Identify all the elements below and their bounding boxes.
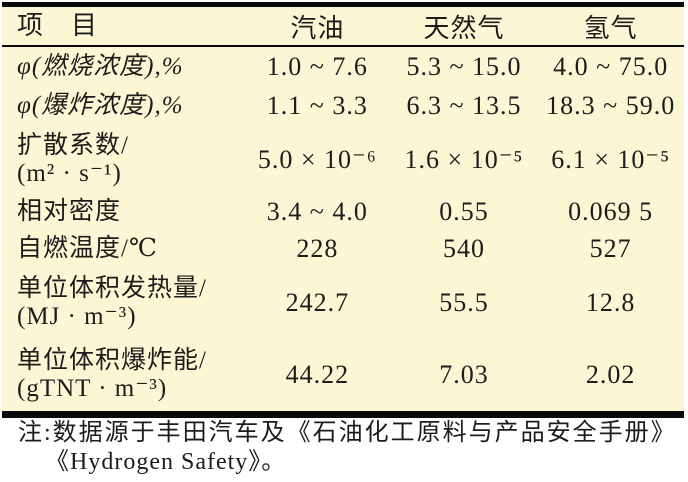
header-natural-gas: 天然气	[423, 13, 505, 43]
value-gasoline: 1.0 ~ 7.6	[266, 51, 368, 81]
footnote-line2: 《Hydrogen Safety》。	[45, 449, 287, 475]
row-label-line1: 扩散系数/	[17, 132, 129, 159]
header-item: 项 目	[17, 11, 99, 40]
row-label-line1: 单位体积发热量/	[17, 275, 207, 302]
row-label-line2: (gTNT · m⁻³)	[17, 375, 168, 402]
value-natural-gas: 5.3 ~ 15.0	[406, 51, 522, 81]
header-hydrogen: 氢气	[583, 13, 638, 43]
table-footnote: 注:数据源于丰田汽车及《石油化工原料与产品安全手册》 《Hydrogen Saf…	[0, 419, 688, 477]
fuel-properties-table: 项 目 汽油 天然气 氢气 φ(燃烧浓度),% 1.0 ~ 7.6 5.3 ~ …	[2, 2, 684, 418]
row-label: 单位体积发热量/ (MJ · m⁻³)	[2, 275, 244, 331]
value-gasoline: 44.22	[285, 360, 350, 389]
value-hydrogen: 18.3 ~ 59.0	[546, 91, 676, 120]
table-row-diffusion-coefficient: 扩散系数/ (m² · s⁻¹) 5.0 × 10⁻⁶ 1.6 × 10⁻⁵ 6…	[2, 126, 684, 194]
value-gasoline: 3.4 ~ 4.0	[266, 197, 368, 226]
value-hydrogen: 4.0 ~ 75.0	[553, 51, 669, 81]
table-row-volumetric-heating-value: 单位体积发热量/ (MJ · m⁻³) 242.7 55.5 12.8	[2, 267, 684, 339]
table-row-combustion-concentration: φ(燃烧浓度),% 1.0 ~ 7.6 5.3 ~ 15.0 4.0 ~ 75.…	[2, 47, 684, 86]
row-label: 自燃温度/℃	[17, 234, 158, 262]
value-gasoline: 5.0 × 10⁻⁶	[257, 145, 377, 174]
table-row-explosion-concentration: φ(爆炸浓度),% 1.1 ~ 3.3 6.3 ~ 13.5 18.3 ~ 59…	[2, 86, 684, 126]
row-label: 扩散系数/ (m² · s⁻¹)	[2, 132, 244, 188]
value-gasoline: 228	[296, 233, 339, 263]
value-gasoline: 1.1 ~ 3.3	[266, 91, 368, 120]
row-label-line1: 单位体积爆炸能/	[17, 347, 207, 374]
value-natural-gas: 1.6 × 10⁻⁵	[404, 145, 524, 174]
value-gasoline: 242.7	[285, 288, 350, 317]
value-hydrogen: 2.02	[585, 360, 636, 389]
value-natural-gas: 0.55	[439, 197, 489, 226]
value-natural-gas: 55.5	[439, 288, 489, 317]
row-label: 单位体积爆炸能/ (gTNT · m⁻³)	[2, 347, 244, 403]
table-header-row: 项 目 汽油 天然气 氢气	[2, 7, 684, 47]
value-hydrogen: 527	[589, 233, 632, 263]
table-row-autoignition-temperature: 自燃温度/℃ 228 540 527	[2, 230, 684, 267]
header-gasoline: 汽油	[290, 13, 345, 43]
row-label-line2: (MJ · m⁻³)	[17, 303, 137, 330]
row-label: φ(燃烧浓度),%	[17, 52, 184, 80]
value-natural-gas: 540	[443, 233, 485, 263]
row-label-line2: (m² · s⁻¹)	[17, 160, 122, 187]
footnote-line1: 注:数据源于丰田汽车及《石油化工原料与产品安全手册》	[18, 420, 677, 446]
value-hydrogen: 12.8	[585, 288, 636, 317]
table-row-volumetric-explosion-energy: 单位体积爆炸能/ (gTNT · m⁻³) 44.22 7.03 2.02	[2, 339, 684, 411]
row-label: 相对密度	[17, 198, 122, 225]
value-hydrogen: 0.069 5	[568, 197, 654, 226]
value-hydrogen: 6.1 × 10⁻⁵	[551, 145, 671, 174]
row-label: φ(爆炸浓度),%	[17, 92, 184, 119]
value-natural-gas: 7.03	[439, 360, 489, 389]
value-natural-gas: 6.3 ~ 13.5	[406, 91, 522, 120]
table-row-relative-density: 相对密度 3.4 ~ 4.0 0.55 0.069 5	[2, 194, 684, 230]
